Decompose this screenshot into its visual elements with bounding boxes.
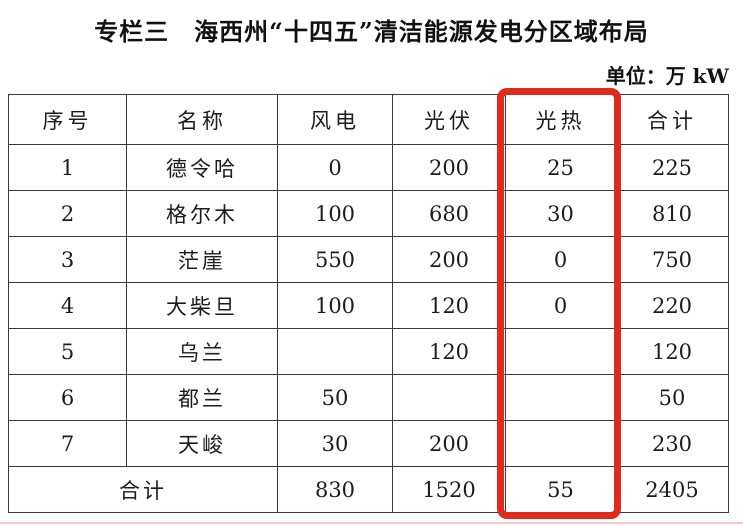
- cell-total: 810: [615, 190, 729, 237]
- total-total: 2405: [615, 466, 729, 513]
- cell-total: 750: [615, 236, 729, 283]
- cell-csp: 0: [505, 236, 616, 283]
- page-title: 专栏三 海西州“十四五”清洁能源发电分区域布局: [94, 17, 649, 46]
- cell-wind: 30: [277, 420, 393, 467]
- cell-pv: 200: [392, 144, 506, 191]
- cell-wind: 100: [277, 282, 393, 329]
- header-cell-name: 名称: [126, 94, 278, 145]
- cell-pv: 200: [392, 420, 506, 467]
- cell-name: 德令哈: [126, 144, 278, 191]
- cell-pv: 200: [392, 236, 506, 283]
- cell-total: 220: [615, 282, 729, 329]
- total-csp: 55: [505, 466, 616, 513]
- table-row: 5 乌兰 120 120: [8, 328, 729, 375]
- cell-index: 3: [8, 236, 127, 283]
- total-pv: 1520: [392, 466, 506, 513]
- cell-index: 6: [8, 374, 127, 421]
- cell-index: 2: [8, 190, 127, 237]
- cell-index: 7: [8, 420, 127, 467]
- cell-name: 茫崖: [126, 236, 278, 283]
- cell-index: 5: [8, 328, 127, 375]
- cell-total: 50: [615, 374, 729, 421]
- cell-name: 格尔木: [126, 190, 278, 237]
- bottom-divider: [0, 522, 743, 524]
- table-row: 4 大柴旦 100 120 0 220: [8, 282, 729, 329]
- table-row: 7 天峻 30 200 230: [8, 420, 729, 467]
- cell-pv: 120: [392, 328, 506, 375]
- cell-pv: 120: [392, 282, 506, 329]
- cell-name: 大柴旦: [126, 282, 278, 329]
- cell-name: 都兰: [126, 374, 278, 421]
- cell-csp: [505, 328, 616, 375]
- cell-name: 乌兰: [126, 328, 278, 375]
- table-row: 3 茫崖 550 200 0 750: [8, 236, 729, 283]
- cell-pv: [392, 374, 506, 421]
- cell-csp: [505, 374, 616, 421]
- unit-label: 单位：万 kW: [605, 64, 729, 88]
- cell-total: 230: [615, 420, 729, 467]
- total-label: 合计: [8, 466, 278, 513]
- cell-total: 120: [615, 328, 729, 375]
- cell-wind: [277, 328, 393, 375]
- cell-csp: 0: [505, 282, 616, 329]
- cell-name: 天峻: [126, 420, 278, 467]
- header-cell-index: 序号: [8, 94, 127, 145]
- cell-wind: 50: [277, 374, 393, 421]
- table-row: 1 德令哈 0 200 25 225: [8, 144, 729, 191]
- cell-csp: 30: [505, 190, 616, 237]
- total-row: 合计 830 1520 55 2405: [8, 466, 729, 513]
- cell-wind: 550: [277, 236, 393, 283]
- header-cell-csp: 光热: [505, 94, 616, 145]
- cell-index: 4: [8, 282, 127, 329]
- header-cell-pv: 光伏: [392, 94, 506, 145]
- cell-pv: 680: [392, 190, 506, 237]
- energy-layout-table: 序号 名称 风电 光伏 光热 合计 1 德令哈 0 200 25 225 2 格…: [8, 94, 729, 513]
- cell-wind: 0: [277, 144, 393, 191]
- table-row: 2 格尔木 100 680 30 810: [8, 190, 729, 237]
- header-row: 序号 名称 风电 光伏 光热 合计: [8, 94, 729, 145]
- header-cell-total: 合计: [615, 94, 729, 145]
- cell-total: 225: [615, 144, 729, 191]
- total-wind: 830: [277, 466, 393, 513]
- cell-csp: [505, 420, 616, 467]
- cell-index: 1: [8, 144, 127, 191]
- cell-wind: 100: [277, 190, 393, 237]
- table-row: 6 都兰 50 50: [8, 374, 729, 421]
- cell-csp: 25: [505, 144, 616, 191]
- header-cell-wind: 风电: [277, 94, 393, 145]
